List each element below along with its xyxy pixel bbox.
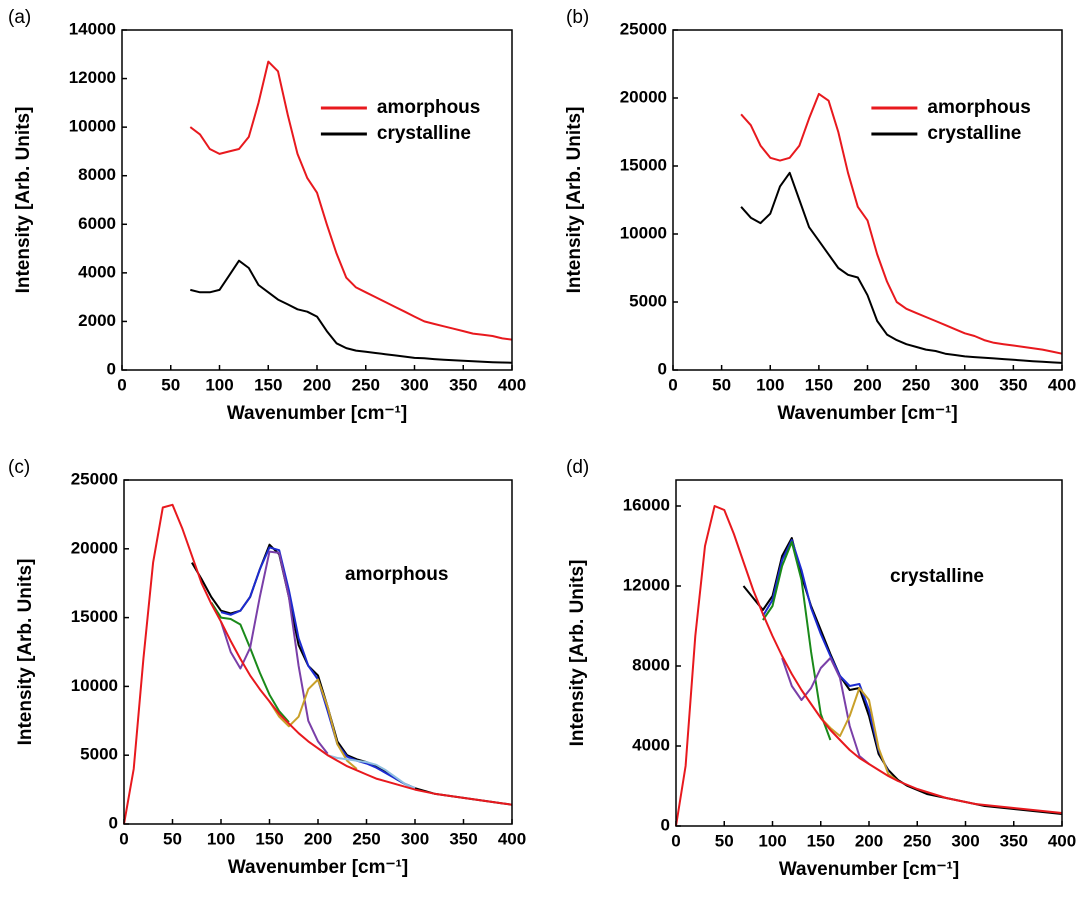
x-tick-label: 350	[999, 375, 1027, 394]
x-tick-label: 50	[715, 831, 734, 850]
x-tick-label: 250	[352, 375, 380, 394]
y-tick-label: 20000	[71, 538, 118, 557]
y-tick-label: 12000	[69, 68, 116, 87]
y-axis-label: Intensity [Arb. Units]	[567, 560, 588, 747]
x-tick-label: 200	[855, 831, 883, 850]
x-tick-label: 200	[853, 375, 881, 394]
y-tick-label: 10000	[620, 223, 667, 242]
x-tick-label: 200	[303, 375, 331, 394]
y-tick-label: 6000	[78, 214, 116, 233]
y-tick-label: 10000	[71, 676, 118, 695]
y-tick-label: 10000	[69, 117, 116, 136]
y-tick-label: 15000	[620, 155, 667, 174]
x-tick-label: 250	[903, 831, 931, 850]
y-tick-label: 0	[107, 359, 116, 378]
y-tick-label: 8000	[632, 655, 670, 674]
x-tick-label: 150	[254, 375, 282, 394]
data-line	[268, 678, 358, 770]
data-line	[740, 92, 1063, 355]
x-tick-label: 50	[712, 375, 731, 394]
x-tick-label: 400	[1048, 831, 1076, 850]
panel-label: (d)	[566, 457, 589, 478]
x-axis-label: Wavenumber [cm⁻¹]	[777, 403, 957, 424]
data-line	[210, 601, 290, 723]
x-tick-label: 100	[756, 375, 784, 394]
y-tick-label: 5000	[629, 291, 667, 310]
x-axis-label: Wavenumber [cm⁻¹]	[779, 859, 959, 880]
x-tick-label: 0	[119, 829, 128, 848]
panel-label: (c)	[8, 457, 30, 478]
y-tick-label: 15000	[71, 607, 118, 626]
y-tick-label: 12000	[623, 575, 670, 594]
plot-frame	[123, 479, 513, 825]
x-tick-label: 50	[161, 375, 180, 394]
data-line	[762, 541, 832, 741]
x-tick-label: 150	[805, 375, 833, 394]
data-line	[781, 657, 870, 765]
plot-frame	[672, 29, 1063, 371]
data-line	[220, 550, 329, 755]
data-line	[189, 60, 513, 341]
x-axis-label: Wavenumber [cm⁻¹]	[228, 857, 408, 878]
legend-text: amorphous	[377, 97, 480, 118]
data-line	[190, 259, 513, 364]
y-tick-label: 2000	[78, 311, 116, 330]
plot-frame	[675, 479, 1063, 827]
x-tick-label: 250	[352, 829, 380, 848]
x-tick-label: 300	[951, 375, 979, 394]
y-tick-label: 4000	[78, 262, 116, 281]
y-tick-label: 0	[661, 815, 670, 834]
x-tick-label: 350	[449, 829, 477, 848]
x-tick-label: 300	[400, 375, 428, 394]
panel-label: (b)	[566, 7, 589, 28]
y-tick-label: 25000	[71, 469, 118, 488]
x-tick-label: 0	[668, 375, 677, 394]
legend-text: crystalline	[377, 123, 471, 144]
x-tick-label: 0	[671, 831, 680, 850]
x-tick-label: 300	[951, 831, 979, 850]
legend-text: crystalline	[927, 123, 1021, 144]
y-axis-label: Intensity [Arb. Units]	[13, 107, 34, 294]
y-tick-label: 25000	[620, 19, 667, 38]
x-axis-label: Wavenumber [cm⁻¹]	[227, 403, 407, 424]
data-line	[675, 505, 1063, 827]
y-axis-label: Intensity [Arb. Units]	[564, 107, 585, 294]
x-tick-label: 300	[401, 829, 429, 848]
y-axis-label: Intensity [Arb. Units]	[15, 559, 36, 746]
x-tick-label: 100	[758, 831, 786, 850]
data-line	[317, 747, 416, 790]
data-line	[762, 539, 890, 773]
y-tick-label: 0	[658, 359, 667, 378]
x-tick-label: 0	[117, 375, 126, 394]
panel-label: (a)	[8, 7, 31, 28]
data-line	[820, 687, 899, 782]
x-tick-label: 100	[207, 829, 235, 848]
data-line	[123, 503, 513, 825]
y-tick-label: 0	[109, 813, 118, 832]
x-tick-label: 50	[163, 829, 182, 848]
x-tick-label: 350	[449, 375, 477, 394]
y-tick-label: 4000	[632, 735, 670, 754]
y-tick-label: 14000	[69, 19, 116, 38]
x-tick-label: 200	[304, 829, 332, 848]
data-line	[740, 171, 1063, 364]
x-tick-label: 400	[498, 829, 526, 848]
x-tick-label: 100	[205, 375, 233, 394]
x-tick-label: 150	[807, 831, 835, 850]
annotation: crystalline	[890, 566, 984, 587]
legend-text: amorphous	[927, 97, 1030, 118]
x-tick-label: 400	[498, 375, 526, 394]
y-tick-label: 8000	[78, 165, 116, 184]
annotation: amorphous	[345, 564, 448, 585]
y-tick-label: 5000	[80, 745, 118, 764]
x-tick-label: 400	[1048, 375, 1076, 394]
x-tick-label: 250	[902, 375, 930, 394]
y-tick-label: 20000	[620, 87, 667, 106]
x-tick-label: 350	[1000, 831, 1028, 850]
x-tick-label: 150	[255, 829, 283, 848]
plot-frame	[121, 29, 513, 371]
y-tick-label: 16000	[623, 495, 670, 514]
